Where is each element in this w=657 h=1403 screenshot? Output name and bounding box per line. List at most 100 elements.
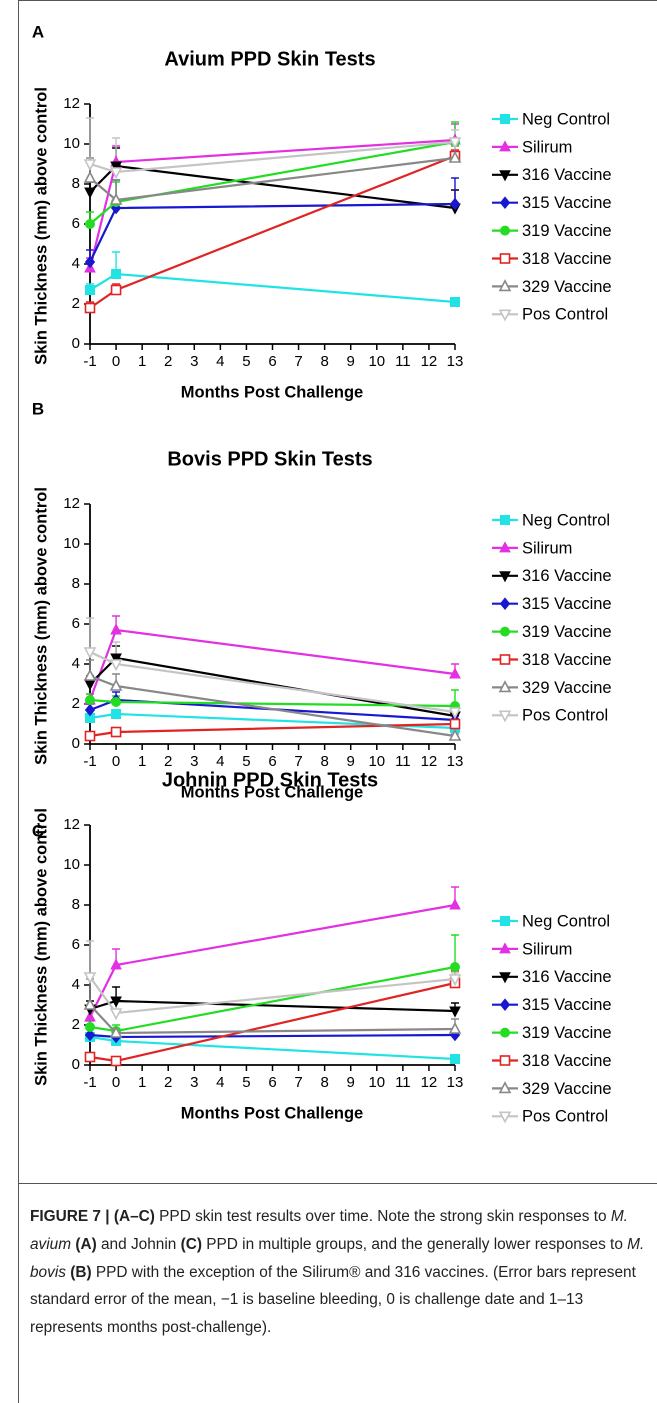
legend-label: Neg Control xyxy=(522,511,610,529)
data-point xyxy=(84,255,96,269)
data-point xyxy=(109,678,123,691)
x-axis-label: Months Post Challenge xyxy=(181,1104,363,1122)
x-tick-label: 12 xyxy=(421,1074,438,1091)
y-tick-label: 8 xyxy=(72,896,80,913)
x-tick-label: 8 xyxy=(320,753,328,770)
data-point xyxy=(110,996,122,1008)
x-tick-label: 5 xyxy=(242,1074,250,1091)
y-tick-label: 2 xyxy=(72,295,80,312)
x-tick-label: 2 xyxy=(164,1074,172,1091)
caption-segment: and Johnin xyxy=(96,1235,181,1253)
y-tick-label: 0 xyxy=(72,735,80,752)
error-bar xyxy=(86,117,94,164)
data-point xyxy=(448,974,462,987)
data-point xyxy=(109,659,123,672)
data-point xyxy=(83,170,97,183)
data-point xyxy=(84,1051,96,1063)
x-tick-label: 8 xyxy=(320,353,328,370)
chart-title: Avium PPD Skin Tests xyxy=(164,48,375,70)
data-point xyxy=(109,1008,123,1021)
series-line xyxy=(89,164,456,210)
legend-label: 316 Vaccine xyxy=(522,968,612,986)
legend-marker xyxy=(500,114,510,124)
y-tick-label: 4 xyxy=(72,976,80,993)
legend-marker xyxy=(499,140,511,152)
data-point xyxy=(110,161,122,173)
data-point xyxy=(449,667,461,679)
y-tick-label: 10 xyxy=(63,535,80,552)
figure-frame xyxy=(18,0,657,1403)
x-axis-label: Months Post Challenge xyxy=(181,783,363,801)
x-tick-label: -1 xyxy=(83,1074,96,1091)
x-tick-label: 11 xyxy=(395,1074,411,1091)
data-point xyxy=(109,1025,123,1038)
legend-marker xyxy=(498,680,512,693)
data-point xyxy=(111,697,122,707)
x-tick-label: 1 xyxy=(138,1074,146,1091)
x-tick-label: 4 xyxy=(216,1074,224,1091)
y-tick-label: 2 xyxy=(72,1016,80,1033)
panel-label: C xyxy=(32,821,44,840)
legend-marker xyxy=(500,225,510,236)
legend-marker xyxy=(498,710,512,723)
data-point xyxy=(83,159,97,172)
x-tick-label: 3 xyxy=(190,753,198,770)
chart-title: Johnin PPD Skin Tests xyxy=(162,769,378,791)
data-point xyxy=(84,187,96,199)
error-bar xyxy=(86,940,94,977)
y-tick-label: 12 xyxy=(63,816,80,833)
legend-marker xyxy=(498,279,512,292)
y-tick-label: 6 xyxy=(72,215,80,232)
x-tick-label: -1 xyxy=(83,353,96,370)
legend-marker xyxy=(499,253,511,264)
x-tick-label: 11 xyxy=(395,753,411,770)
x-tick-label: 5 xyxy=(242,753,250,770)
data-point xyxy=(449,1006,461,1018)
y-tick-label: 8 xyxy=(72,175,80,192)
data-point xyxy=(448,137,462,150)
x-tick-label: 13 xyxy=(447,353,464,370)
x-axis-label: Months Post Challenge xyxy=(181,383,363,401)
data-point xyxy=(85,285,95,295)
caption-segment: PPD skin test results over time. Note th… xyxy=(154,1208,611,1225)
legend-marker xyxy=(499,1055,511,1066)
data-point xyxy=(450,962,460,972)
data-point xyxy=(109,192,123,205)
y-tick-label: 12 xyxy=(63,95,80,112)
caption-segment: PPD in multiple groups, and the generall… xyxy=(201,1235,628,1253)
caption-segment: M. bovis xyxy=(30,1235,645,1281)
x-tick-label: 6 xyxy=(268,1074,276,1091)
x-tick-label: 4 xyxy=(216,353,224,370)
x-tick-label: 10 xyxy=(368,1074,385,1091)
x-tick-label: 3 xyxy=(190,1074,198,1091)
chart-title: Bovis PPD Skin Tests xyxy=(167,448,372,470)
legend-label: 318 Vaccine xyxy=(522,651,612,669)
data-point xyxy=(110,726,122,738)
series-line xyxy=(89,1033,456,1039)
y-tick-label: 0 xyxy=(72,335,80,352)
x-tick-label: 2 xyxy=(164,753,172,770)
x-tick-label: 1 xyxy=(138,353,146,370)
data-point xyxy=(85,219,95,229)
y-tick-label: 2 xyxy=(72,695,80,712)
data-point xyxy=(110,623,122,635)
caption-segment: (B) xyxy=(65,1263,92,1281)
x-tick-label: 10 xyxy=(368,353,385,370)
x-tick-label: 9 xyxy=(347,1074,355,1091)
data-point xyxy=(449,898,461,910)
legend-label: Pos Control xyxy=(522,707,608,725)
legend-label: 319 Vaccine xyxy=(522,222,612,240)
legend-marker xyxy=(499,541,511,553)
x-tick-label: 9 xyxy=(347,353,355,370)
data-point xyxy=(448,150,462,163)
legend-label: 315 Vaccine xyxy=(522,595,612,613)
x-tick-label: 13 xyxy=(447,1074,464,1091)
caption-segment: FIGURE 7 | (A–C) xyxy=(30,1208,155,1225)
error-bar xyxy=(86,617,94,652)
legend-marker xyxy=(498,309,512,322)
data-point xyxy=(109,167,123,180)
data-point xyxy=(448,728,462,741)
legend-label: 316 Vaccine xyxy=(522,166,612,184)
x-tick-label: 0 xyxy=(112,1074,120,1091)
